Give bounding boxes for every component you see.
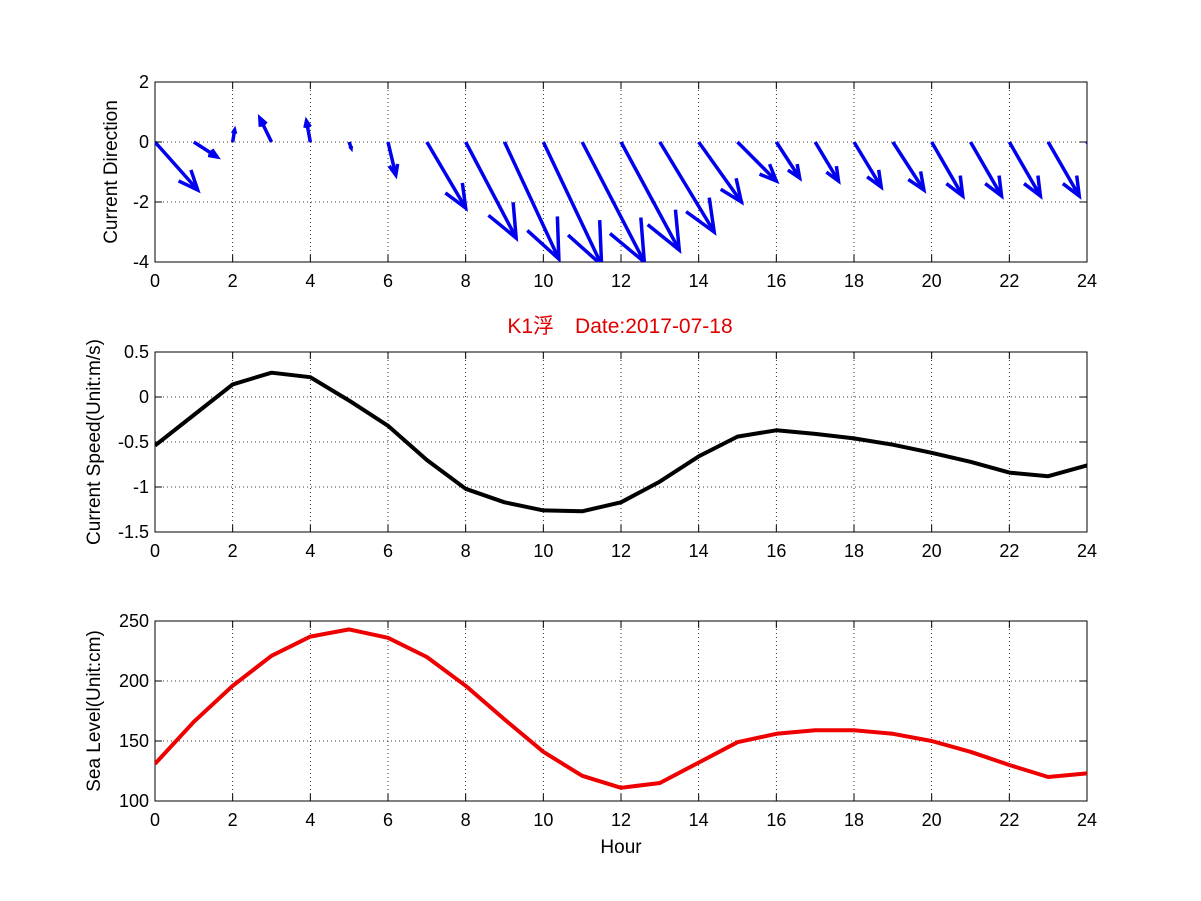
sea-level-xtick-label: 16	[766, 810, 786, 830]
current-direction-arrow	[464, 141, 519, 242]
current-speed-panel: 0 2 4 6 8 10 12 14 16 18 20 22 240.50-0.5-1-1.5 Curr…	[84, 339, 1097, 561]
current-direction-arrow	[1007, 141, 1043, 200]
current-speed-xtick-label: 4	[305, 541, 315, 561]
current-direction-xtick-label: 14	[689, 271, 709, 291]
sea-level-series	[155, 627, 1087, 790]
current-speed-line	[155, 370, 1087, 514]
current-speed-xtick-label: 10	[533, 541, 553, 561]
current-direction-arrow	[230, 125, 238, 143]
current-direction-ytick-label: 2	[139, 72, 149, 92]
current-direction-ylabel: Current Direction	[101, 100, 122, 244]
current-direction-xtick-label: 8	[461, 271, 471, 291]
current-speed-xtick-label: 12	[611, 541, 631, 561]
current-speed-xtick-label: 0	[150, 541, 160, 561]
sea-level-ylabel: Sea Level(Unit:cm)	[84, 630, 105, 792]
current-direction-xtick-label: 12	[611, 271, 631, 291]
current-direction-arrow	[697, 140, 744, 206]
current-direction-axes	[154, 81, 1088, 263]
current-direction-arrow	[813, 141, 841, 185]
current-speed-xtick-label: 14	[689, 541, 709, 561]
sea-level-xtick-label: 2	[228, 810, 238, 830]
current-direction-xtick-label: 16	[766, 271, 786, 291]
sea-level-xtick-label: 4	[305, 810, 315, 830]
current-speed-ytick-label: 0	[139, 387, 149, 407]
current-speed-ytick-label: -0.5	[118, 432, 149, 452]
current-direction-arrow	[386, 141, 400, 180]
current-direction-xtick-label: 2	[228, 271, 238, 291]
sea-level-xtick-label: 8	[461, 810, 471, 830]
current-direction-arrow	[736, 140, 780, 185]
sea-level-axes	[154, 620, 1088, 802]
current-speed-ytick-label: 0.5	[124, 342, 149, 362]
current-direction-arrow	[192, 140, 221, 160]
current-direction-arrows	[155, 113, 1087, 262]
sea-level-xtick-label: 10	[533, 810, 553, 830]
sea-level-ytick-label: 100	[119, 791, 149, 811]
current-direction-xtick-label: 6	[383, 271, 393, 291]
current-speed-series	[155, 370, 1087, 514]
current-direction-xtick-label: 24	[1077, 271, 1097, 291]
current-speed-grid	[155, 352, 1087, 532]
current-direction-arrow	[891, 141, 927, 194]
current-direction-xtick-label: 20	[922, 271, 942, 291]
current-direction-xtick-label: 0	[150, 271, 160, 291]
current-speed-xtick-label: 8	[461, 541, 471, 561]
current-direction-ytick-label: 0	[139, 132, 149, 152]
current-direction-ytick-label: -2	[133, 192, 149, 212]
current-direction-arrow	[425, 141, 468, 212]
sea-level-xtick-label: 18	[844, 810, 864, 830]
current-speed-xtick-label: 20	[922, 541, 942, 561]
sea-level-ytick-label: 150	[119, 731, 149, 751]
current-direction-arrow	[852, 141, 884, 191]
current-speed-ytick-label: -1.5	[118, 522, 149, 542]
current-speed-xtick-label: 16	[766, 541, 786, 561]
current-direction-arrow	[347, 141, 354, 153]
current-direction-arrow	[541, 141, 604, 262]
sea-level-xtick-label: 24	[1077, 810, 1097, 830]
current-speed-ticks: 0 2 4 6 8 10 12 14 16 18 20 22 240.50-0.5-1-1.5	[118, 342, 1097, 561]
sea-level-xtick-label: 0	[150, 810, 160, 830]
current-speed-xtick-label: 24	[1077, 541, 1097, 561]
current-speed-ytick-label: -1	[133, 477, 149, 497]
current-speed-xtick-label: 6	[383, 541, 393, 561]
current-direction-arrow	[930, 141, 965, 200]
current-direction-ytick-label: -4	[133, 252, 149, 272]
current-direction-arrow	[257, 113, 274, 143]
sea-level-xlabel: Hour	[600, 837, 642, 858]
sea-level-xtick-label: 22	[999, 810, 1019, 830]
current-direction-xtick-label: 18	[844, 271, 864, 291]
current-direction-arrow	[502, 141, 561, 262]
current-direction-arrow	[968, 141, 1004, 200]
sea-level-ytick-label: 250	[119, 611, 149, 631]
sea-level-xtick-label: 12	[611, 810, 631, 830]
current-direction-arrow	[774, 141, 803, 182]
sea-level-line	[155, 627, 1087, 790]
current-direction-xtick-label: 10	[533, 271, 553, 291]
current-direction-arrow	[619, 141, 682, 254]
current-speed-xtick-label: 18	[844, 541, 864, 561]
figure-title: K1浮 Date:2017-07-18	[507, 315, 732, 338]
current-speed-xtick-label: 2	[228, 541, 238, 561]
sea-level-xtick-label: 6	[383, 810, 393, 830]
sea-level-xtick-label: 20	[922, 810, 942, 830]
current-direction-arrow	[658, 141, 717, 236]
current-speed-xtick-label: 22	[999, 541, 1019, 561]
current-direction-arrow	[580, 141, 647, 262]
current-direction-xtick-label: 22	[999, 271, 1019, 291]
current-direction-arrow	[303, 116, 313, 143]
sea-level-ytick-label: 200	[119, 671, 149, 691]
current-speed-ylabel: Current Speed(Unit:m/s)	[84, 339, 105, 545]
sea-level-xtick-label: 14	[689, 810, 709, 830]
current-direction-xtick-label: 4	[305, 271, 315, 291]
current-direction-arrow	[1046, 141, 1082, 200]
current-direction-arrow	[155, 140, 201, 194]
